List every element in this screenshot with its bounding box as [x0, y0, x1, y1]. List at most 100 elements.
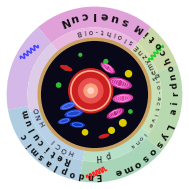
Circle shape: [82, 129, 88, 136]
Text: t: t: [50, 148, 58, 158]
Text: m: m: [29, 145, 41, 157]
Ellipse shape: [87, 87, 94, 94]
Ellipse shape: [101, 62, 115, 74]
Ellipse shape: [108, 77, 132, 89]
Text: l: l: [27, 126, 37, 132]
Ellipse shape: [68, 68, 113, 113]
Text: M: M: [133, 21, 146, 33]
Wedge shape: [130, 43, 153, 67]
Text: o: o: [69, 168, 76, 178]
Text: v: v: [150, 117, 156, 122]
Text: N: N: [58, 15, 70, 28]
Text: u: u: [110, 12, 120, 24]
Text: L: L: [163, 122, 174, 131]
Text: u: u: [31, 131, 42, 141]
Text: l: l: [93, 10, 96, 20]
Text: a: a: [155, 96, 160, 100]
Text: n: n: [87, 171, 93, 181]
Text: c: c: [154, 101, 160, 105]
Text: s: s: [140, 153, 150, 163]
Circle shape: [56, 82, 61, 88]
Text: l: l: [53, 162, 60, 171]
Text: c: c: [158, 48, 169, 57]
Text: i: i: [43, 144, 51, 152]
Circle shape: [103, 59, 108, 64]
Text: C: C: [55, 142, 62, 149]
Text: y: y: [145, 58, 152, 64]
Text: E: E: [96, 171, 102, 181]
Circle shape: [64, 65, 69, 71]
Text: e: e: [101, 10, 109, 21]
Wedge shape: [51, 27, 138, 53]
Text: E: E: [133, 43, 140, 51]
Circle shape: [40, 40, 149, 149]
Text: i: i: [152, 112, 157, 116]
Text: e: e: [114, 166, 123, 177]
Text: m: m: [147, 62, 155, 71]
Text: s: s: [152, 75, 159, 80]
Text: p: p: [60, 165, 68, 176]
Circle shape: [108, 127, 115, 134]
Text: p: p: [105, 150, 111, 160]
Text: i: i: [154, 80, 159, 83]
Text: l: l: [50, 138, 56, 144]
Text: i: i: [170, 101, 180, 105]
Ellipse shape: [60, 101, 76, 110]
Ellipse shape: [71, 71, 111, 111]
Text: e: e: [150, 69, 157, 75]
Text: m: m: [122, 162, 134, 174]
Wedge shape: [38, 7, 151, 43]
Text: u: u: [69, 12, 79, 24]
Text: s: s: [120, 15, 130, 27]
Ellipse shape: [83, 83, 98, 98]
Text: o: o: [155, 84, 160, 89]
Text: r: r: [171, 92, 180, 96]
Ellipse shape: [64, 109, 83, 118]
Text: l: l: [123, 36, 128, 42]
Wedge shape: [8, 106, 83, 181]
Circle shape: [78, 53, 82, 57]
Text: H: H: [36, 121, 44, 129]
Text: O: O: [31, 107, 38, 114]
Wedge shape: [146, 64, 182, 151]
Text: i: i: [83, 28, 86, 35]
Circle shape: [128, 109, 133, 114]
Text: e: e: [56, 152, 65, 163]
Text: i: i: [142, 131, 147, 136]
Text: i: i: [113, 31, 116, 37]
Text: o: o: [153, 40, 164, 50]
Ellipse shape: [112, 94, 133, 103]
Text: z: z: [141, 53, 148, 59]
Wedge shape: [139, 61, 162, 133]
Text: -: -: [95, 28, 98, 34]
Ellipse shape: [58, 118, 71, 124]
Circle shape: [125, 70, 132, 77]
Text: c: c: [19, 132, 29, 141]
Text: o: o: [117, 33, 123, 40]
Text: m: m: [20, 109, 31, 119]
Text: H: H: [95, 152, 101, 161]
Text: i: i: [25, 140, 34, 148]
Text: d: d: [77, 170, 85, 180]
Text: e: e: [147, 121, 153, 127]
Text: o: o: [166, 64, 176, 73]
Text: s: s: [153, 139, 164, 149]
Text: u: u: [23, 117, 34, 126]
Text: t: t: [101, 28, 104, 34]
Text: t: t: [148, 34, 158, 43]
Text: B: B: [152, 73, 158, 79]
Text: a: a: [169, 108, 178, 115]
Text: o: o: [88, 28, 93, 34]
Ellipse shape: [98, 134, 109, 139]
Text: c: c: [36, 137, 46, 147]
Wedge shape: [83, 126, 149, 162]
Text: O: O: [61, 145, 68, 153]
Text: s: s: [130, 142, 136, 148]
Text: y: y: [159, 131, 170, 140]
Text: t: t: [153, 107, 159, 111]
Ellipse shape: [60, 65, 72, 71]
Text: n: n: [137, 48, 145, 55]
Wedge shape: [138, 27, 177, 72]
Text: B: B: [75, 29, 81, 36]
Text: i: i: [143, 28, 151, 37]
